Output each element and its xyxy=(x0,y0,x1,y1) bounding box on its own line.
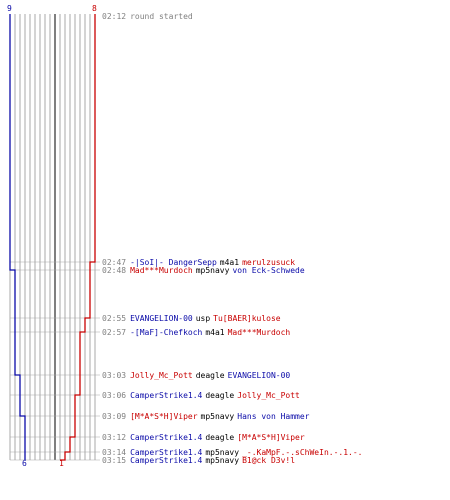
weapon-name: mp5navy xyxy=(200,412,235,421)
victim-name: merulzusuck xyxy=(242,258,296,267)
weapon-name: deagle xyxy=(195,371,225,380)
victim-name: von Eck-Schwede xyxy=(232,266,305,275)
weapon-name: mp5navy xyxy=(195,266,230,275)
killer-name: -|SoI|- DangerSepp xyxy=(130,258,217,267)
kill-event: 02:48 Mad***Murdoch mp5navy von Eck-Schwede xyxy=(102,266,305,275)
blue-end-count: 6 xyxy=(22,459,27,468)
weapon-name: mp5navy xyxy=(205,448,240,457)
weapon-name: deagle xyxy=(205,433,235,442)
victim-name: EVANGELION-00 xyxy=(227,371,291,380)
weapon-name: m4a1 xyxy=(205,328,225,337)
event-time: 02:57 xyxy=(102,328,127,337)
killer-name: CamperStrike1.4 xyxy=(130,391,203,400)
kill-event: 03:03 Jolly_Mc_Pott deagle EVANGELION-00 xyxy=(102,371,290,380)
victim-name: [M*A*S*H]Viper xyxy=(237,433,305,442)
event-time: 03:06 xyxy=(102,391,127,400)
kill-event: 02:57 -[MaF]-Chefkoch m4a1 Mad***Murdoch xyxy=(102,328,290,337)
round-started-row: 02:12 round started xyxy=(102,12,193,21)
kill-event: 03:15 CamperStrike1.4 mp5navy B1@ck D3v!l xyxy=(102,456,295,465)
kill-event: 03:06 CamperStrike1.4 deagle Jolly_Mc_Pott xyxy=(102,391,300,400)
event-time: 02:55 xyxy=(102,314,127,323)
killer-name: CamperStrike1.4 xyxy=(130,448,203,457)
kill-event: 03:14 CamperStrike1.4 mp5navy _-.KaMpF.-.sC… xyxy=(102,448,362,457)
weapon-name: mp5navy xyxy=(205,456,240,465)
weapon-name: m4a1 xyxy=(219,258,240,267)
killer-name: Mad***Murdoch xyxy=(130,266,193,275)
killer-name: Jolly_Mc_Pott xyxy=(130,371,193,380)
kill-event: 03:09 [M*A*S*H]Viper mp5navy Hans von Hamme… xyxy=(102,412,310,421)
killer-name: CamperStrike1.4 xyxy=(130,456,203,465)
weapon-name: usp xyxy=(195,314,211,323)
red-team-line xyxy=(60,14,96,461)
event-time: 03:03 xyxy=(102,371,127,380)
event-time: 03:15 xyxy=(102,456,127,465)
red-end-count: 1 xyxy=(59,459,64,468)
victim-name: Mad***Murdoch xyxy=(227,328,291,337)
victim-name: B1@ck D3v!l xyxy=(242,456,296,465)
event-time: 03:12 xyxy=(102,433,127,442)
victim-name: Tu[BAER]kulose xyxy=(213,314,281,323)
victim-name: Hans von Hammer xyxy=(237,412,310,421)
kill-event: 02:47 -|SoI|- DangerSepp m4a1 merulzusuck xyxy=(102,258,295,267)
round-started-text: round started xyxy=(130,12,193,21)
round-timeline-chart xyxy=(9,14,100,461)
killer-name: [M*A*S*H]Viper xyxy=(130,412,198,421)
weapon-name: deagle xyxy=(205,391,235,400)
killer-name: -[MaF]-Chefkoch xyxy=(130,328,203,337)
event-time: 02:12 xyxy=(102,12,127,21)
event-time: 02:47 xyxy=(102,258,127,267)
event-time: 03:09 xyxy=(102,412,127,421)
blue-team-line xyxy=(9,14,26,460)
victim-name: _-.KaMpF.-.sChWeIn.-.1.-. xyxy=(242,448,363,457)
event-time: 03:14 xyxy=(102,448,127,457)
kill-event: 03:12 CamperStrike1.4 deagle [M*A*S*H]Viper xyxy=(102,433,305,442)
event-time: 02:48 xyxy=(102,266,127,275)
blue-start-count: 9 xyxy=(7,4,12,13)
red-start-count: 8 xyxy=(92,4,97,13)
victim-name: Jolly_Mc_Pott xyxy=(237,391,300,400)
killer-name: CamperStrike1.4 xyxy=(130,433,203,442)
kill-event: 02:55 EVANGELION-00 usp Tu[BAER]kulose xyxy=(102,314,281,323)
killer-name: EVANGELION-00 xyxy=(130,314,193,323)
